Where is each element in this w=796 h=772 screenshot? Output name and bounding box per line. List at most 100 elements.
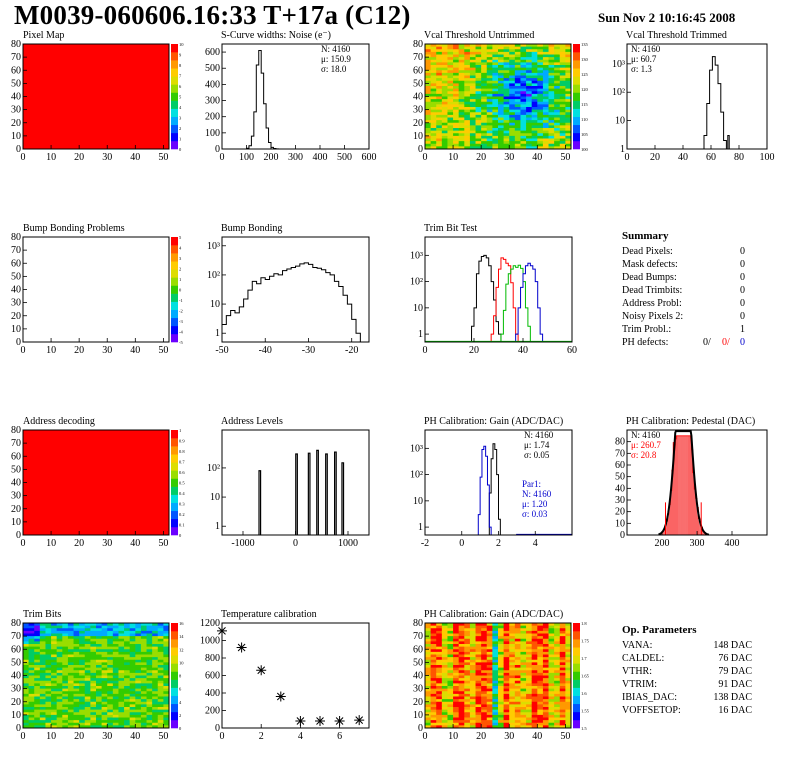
y-tick-label: 70 [11, 245, 21, 256]
color-scale-label: 1.5 [581, 726, 587, 731]
color-scale-segment [171, 124, 178, 134]
x-tick-label: 20 [74, 345, 84, 356]
x-tick-label: 30 [102, 345, 112, 356]
color-scale-label: 135 [581, 42, 589, 47]
x-tick-label: 20 [74, 152, 84, 163]
y-tick-label: 20 [11, 697, 21, 708]
color-scale-segment [573, 703, 580, 713]
stats-entry: Par1: [522, 479, 541, 489]
x-tick-label: 2 [496, 538, 501, 549]
peak [334, 451, 337, 535]
color-scale-segment [171, 68, 178, 77]
color-scale-segment [171, 679, 178, 688]
y-tick-label: 40 [11, 478, 21, 489]
chart-trim-bit-test: Trim Bit Test 0 20 40 60 1 10 10² 10³ [410, 223, 577, 356]
plot-frame [221, 622, 370, 729]
color-scale-segment [171, 140, 178, 150]
x-tick-label: -1000 [231, 538, 254, 549]
x-tick-label: 600 [362, 152, 377, 163]
y-tick-label: 400 [205, 688, 220, 699]
y-tick-label: 50 [11, 271, 21, 282]
y-tick-label: 60 [615, 460, 625, 471]
chart-title: Bump Bonding Problems [23, 223, 125, 234]
x-tick-label: 20 [469, 345, 479, 356]
color-scale-label: 2 [179, 267, 181, 272]
summary-value: 0/ [722, 337, 730, 348]
x-tick-label: 10 [46, 538, 56, 549]
stats-entry: σ: 0.05 [524, 450, 550, 460]
color-scale-segment [171, 687, 178, 696]
y-tick-label: 10 [11, 517, 21, 528]
y-tick-label: 20 [413, 697, 423, 708]
color-scale-segment [171, 430, 178, 439]
y-tick-label: 10 [413, 131, 423, 142]
color-scale-label: 1.65 [581, 674, 590, 679]
y-tick-label: 30 [11, 105, 21, 116]
color-scale-segment [573, 631, 580, 640]
x-tick-label: 40 [130, 731, 140, 742]
y-tick-label: 70 [11, 438, 21, 449]
x-tick-label: 10 [448, 152, 458, 163]
chart-title: S-Curve widths: Noise (e⁻) [221, 30, 331, 41]
color-scale-segment [171, 92, 178, 101]
x-tick-label: 4 [533, 538, 538, 549]
x-tick-label: 20 [74, 731, 84, 742]
y-tick-label: 50 [11, 78, 21, 89]
summary-value: 1 [740, 324, 745, 335]
x-tick-label: -30 [302, 345, 315, 356]
op-parameter-label: VTHR: [622, 666, 652, 677]
y-tick-label: 70 [615, 448, 625, 459]
y-tick-label: 50 [11, 464, 21, 475]
x-tick-label: 6 [337, 731, 342, 742]
color-scale-segment [573, 100, 580, 109]
color-scale-segment [171, 703, 178, 713]
y-tick-label: 30 [11, 298, 21, 309]
color-scale-segment [171, 663, 178, 672]
x-tick-label: 40 [678, 152, 688, 163]
y-tick-label: 80 [11, 232, 21, 243]
color-scale-label: 0 [179, 147, 182, 152]
stats-entry: σ: 1.3 [631, 64, 652, 74]
color-scale-label: 105 [581, 132, 589, 137]
y-tick-label: 10² [410, 470, 423, 481]
x-tick-label: 60 [567, 345, 577, 356]
color-scale: -5 -4 -3 -2 -1 0 1 2 3 4 5 [171, 235, 183, 345]
chart-title: PH Calibration: Gain (ADC/DAC) [424, 609, 563, 620]
x-tick-label: 1000 [338, 538, 358, 549]
y-tick-label: 70 [413, 52, 423, 63]
color-scale-label: 6 [179, 84, 182, 89]
y-tick-label: 0 [16, 530, 21, 541]
x-tick-label: 50 [158, 345, 168, 356]
color-scale-segment [171, 510, 178, 520]
summary-label: Dead Bumps: [622, 272, 677, 283]
chart-title: PH Calibration: Gain (ADC/DAC) [424, 416, 563, 427]
summary-title: Summary [622, 230, 669, 242]
summary-value: 0 [740, 298, 745, 309]
color-scale-segment [171, 325, 178, 335]
color-scale-segment [573, 140, 580, 150]
color-scale-segment [171, 438, 178, 447]
color-scale-segment [171, 478, 178, 487]
color-scale-segment [573, 124, 580, 134]
color-scale-label: 0 [179, 726, 182, 731]
y-tick-label: 40 [11, 92, 21, 103]
color-scale-segment [573, 639, 580, 648]
x-tick-label: 0 [21, 731, 26, 742]
color-scale-segment [171, 108, 178, 117]
y-tick-label: 400 [205, 79, 220, 90]
y-tick-label: 60 [11, 644, 21, 655]
x-tick-label: 300 [288, 152, 303, 163]
y-tick-label: 200 [205, 112, 220, 123]
color-scale-label: 1.6 [581, 691, 587, 696]
x-tick-label: 40 [532, 731, 542, 742]
color-scale-segment [573, 108, 580, 117]
color-scale-segment [171, 639, 178, 648]
color-scale-segment [171, 84, 178, 93]
color-scale-label: 9 [179, 53, 182, 58]
y-tick-label: 50 [11, 657, 21, 668]
y-tick-label: 50 [413, 657, 423, 668]
histogram-series [500, 264, 533, 343]
x-tick-label: 60 [706, 152, 716, 163]
heatmap-cells [23, 623, 170, 729]
color-scale-segment [171, 100, 178, 109]
